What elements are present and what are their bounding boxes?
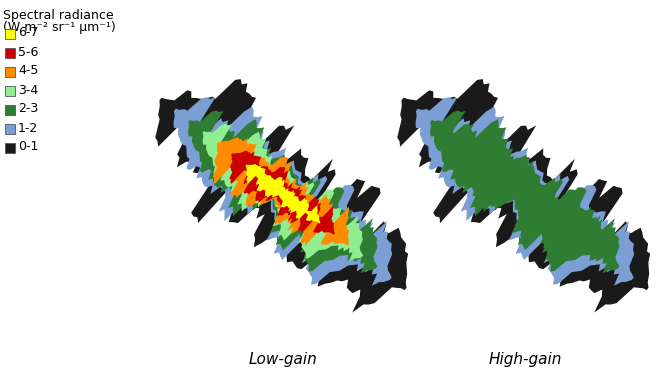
Text: Low-gain: Low-gain <box>249 352 317 367</box>
Text: High-gain: High-gain <box>488 352 562 367</box>
Text: (W m⁻² sr⁻¹ μm⁻¹): (W m⁻² sr⁻¹ μm⁻¹) <box>3 21 116 34</box>
Polygon shape <box>471 150 577 235</box>
Text: 3-4: 3-4 <box>18 83 38 97</box>
Polygon shape <box>213 137 349 246</box>
Bar <box>5 143 15 153</box>
Bar <box>5 29 15 39</box>
Text: 2-3: 2-3 <box>18 102 38 116</box>
Bar <box>5 124 15 134</box>
Bar <box>5 86 15 96</box>
Polygon shape <box>203 124 363 261</box>
Text: 1-2: 1-2 <box>18 122 38 135</box>
Text: 5-6: 5-6 <box>18 45 38 58</box>
Polygon shape <box>245 164 320 224</box>
Polygon shape <box>488 164 563 224</box>
Polygon shape <box>229 150 335 235</box>
Text: 6-7: 6-7 <box>18 27 38 39</box>
Bar <box>5 67 15 77</box>
Text: 0-1: 0-1 <box>18 141 38 153</box>
Bar <box>5 105 15 115</box>
Polygon shape <box>174 97 392 286</box>
Polygon shape <box>415 97 634 286</box>
Polygon shape <box>445 124 605 261</box>
Text: Spectral radiance: Spectral radiance <box>3 9 114 22</box>
Bar <box>5 48 15 58</box>
Polygon shape <box>155 79 408 313</box>
Text: 4-5: 4-5 <box>18 64 38 77</box>
Polygon shape <box>455 137 592 246</box>
Polygon shape <box>430 111 619 273</box>
Polygon shape <box>188 111 378 273</box>
Polygon shape <box>397 79 650 313</box>
